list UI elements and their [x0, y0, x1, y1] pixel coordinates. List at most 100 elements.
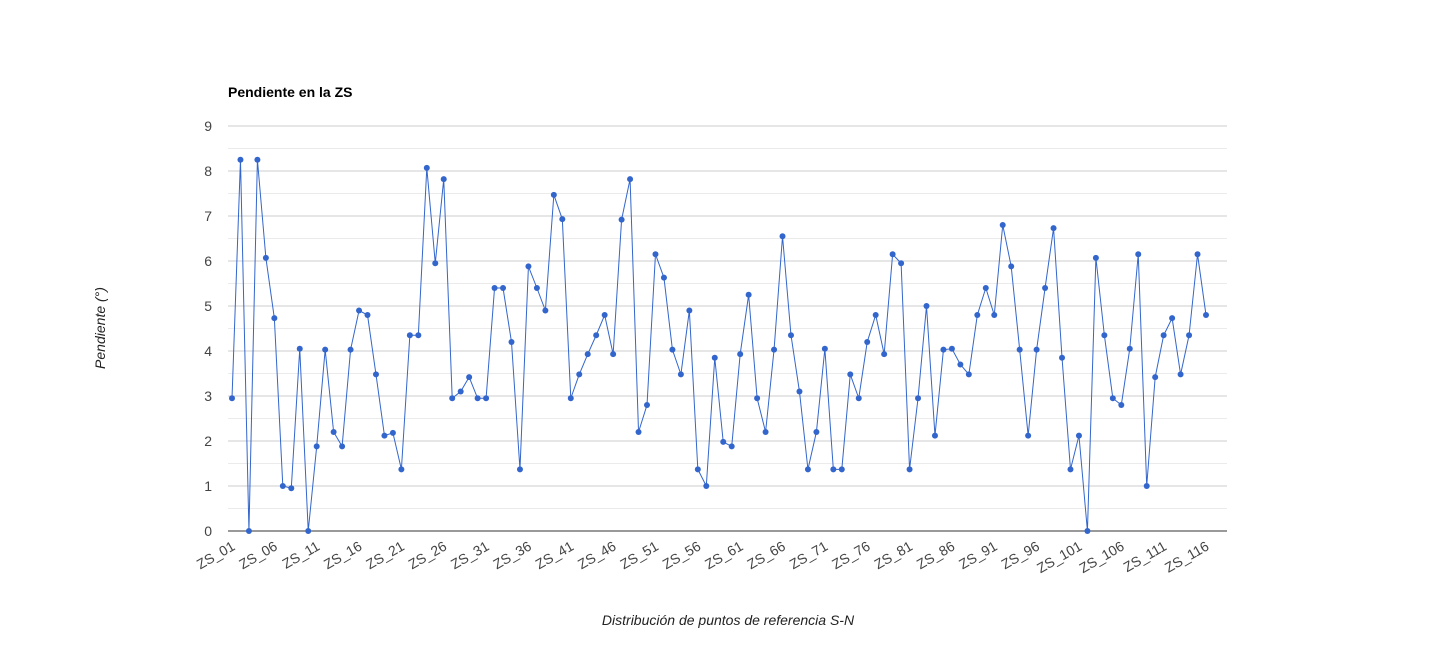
data-point [296, 345, 303, 352]
y-tick-label: 3 [204, 388, 212, 404]
data-point [838, 466, 845, 473]
data-point [245, 528, 252, 534]
y-axis-title: Pendiente (°) [92, 287, 108, 369]
data-point [931, 432, 938, 439]
data-point [1203, 312, 1209, 318]
x-tick-label: ZS_56 [660, 538, 704, 573]
data-point [974, 312, 981, 318]
y-tick-label: 4 [204, 343, 212, 359]
data-point [406, 332, 413, 339]
x-tick-label: ZS_16 [321, 538, 365, 573]
x-tick-label: ZS_106 [1076, 538, 1127, 576]
data-point [440, 176, 447, 183]
data-point [491, 285, 498, 291]
data-point [1135, 251, 1142, 258]
data-point [525, 263, 532, 270]
data-point [1067, 466, 1074, 473]
data-point [779, 233, 786, 240]
data-point [618, 216, 625, 223]
data-point [1160, 332, 1167, 339]
data-point [279, 483, 286, 489]
data-point [1177, 371, 1184, 378]
x-tick-label: ZS_01 [194, 538, 238, 573]
data-point [313, 443, 320, 450]
data-point [881, 351, 888, 358]
data-point [915, 395, 922, 402]
data-point [288, 485, 295, 492]
data-point [923, 303, 930, 309]
data-point [389, 429, 396, 436]
y-tick-label: 0 [204, 523, 212, 539]
data-point [322, 346, 329, 353]
data-point [1109, 395, 1116, 402]
data-point [652, 251, 659, 258]
y-tick-label: 7 [204, 208, 212, 224]
data-point [864, 339, 871, 345]
data-point [1050, 225, 1057, 232]
data-point [999, 222, 1006, 228]
data-point [940, 346, 947, 353]
data-point [500, 285, 507, 291]
data-point [1194, 251, 1201, 258]
x-tick-label: ZS_101 [1034, 538, 1085, 576]
data-point [1084, 528, 1091, 534]
data-point [1126, 345, 1133, 352]
data-point [813, 429, 820, 435]
x-tick-label: ZS_31 [448, 538, 492, 573]
data-point [305, 528, 312, 534]
data-point [1016, 346, 1023, 353]
data-point [1101, 332, 1108, 339]
data-point [533, 285, 540, 291]
x-tick-label: ZS_26 [406, 538, 450, 573]
data-point [449, 395, 456, 402]
data-point [644, 402, 651, 408]
data-point [686, 307, 693, 314]
data-point [728, 443, 735, 450]
data-point [550, 191, 557, 198]
data-point [576, 371, 583, 378]
x-axis-title: Distribución de puntos de referencia S-N [602, 612, 855, 628]
x-tick-label: ZS_06 [236, 538, 280, 573]
data-point [762, 429, 769, 435]
data-point [423, 164, 430, 171]
data-point [872, 312, 879, 318]
data-point [847, 371, 854, 378]
y-tick-label: 6 [204, 253, 212, 269]
data-point [610, 351, 617, 358]
data-point [237, 156, 244, 163]
data-point [796, 388, 803, 395]
x-tick-label: ZS_71 [787, 538, 831, 573]
y-tick-label: 8 [204, 163, 212, 179]
data-point [271, 315, 278, 322]
data-point [660, 274, 667, 281]
data-line [231, 159, 1207, 532]
x-tick-label: ZS_76 [829, 538, 873, 573]
data-point [627, 176, 634, 183]
data-point [1152, 374, 1159, 381]
data-point [347, 346, 354, 353]
data-point [542, 307, 549, 314]
data-point [771, 346, 778, 353]
x-tick-label: ZS_21 [363, 538, 407, 573]
data-point [1059, 354, 1066, 361]
data-point [991, 312, 998, 318]
y-tick-label: 2 [204, 433, 212, 449]
data-point [584, 351, 591, 358]
data-point [855, 395, 862, 402]
data-point [635, 429, 642, 435]
data-point [432, 260, 439, 267]
data-point [466, 374, 473, 381]
data-point [372, 371, 379, 378]
data-point [339, 443, 346, 450]
data-point [593, 332, 600, 339]
data-point [1118, 402, 1125, 408]
data-point [982, 285, 989, 291]
x-tick-label: ZS_51 [617, 538, 661, 573]
y-tick-label: 1 [204, 478, 212, 494]
data-point [483, 395, 490, 402]
x-tick-label: ZS_116 [1162, 538, 1212, 576]
chart-title: Pendiente en la ZS [228, 84, 352, 100]
data-point [830, 466, 837, 473]
data-point [821, 345, 828, 352]
